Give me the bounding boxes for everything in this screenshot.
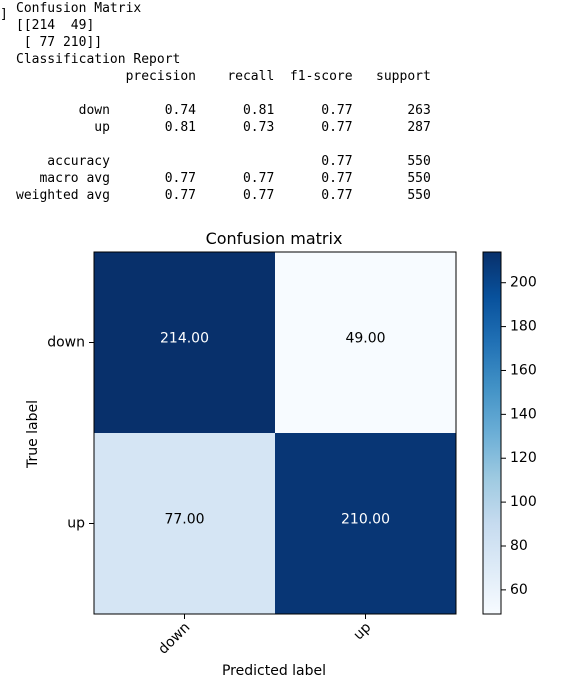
plot-frame — [93, 251, 457, 615]
heatmap-cells — [94, 252, 456, 614]
stdout-line: macro avg 0.77 0.77 0.77 550 — [16, 171, 431, 186]
cell-value-label: 49.00 — [345, 331, 385, 347]
stdout-line: precision recall f1-score support — [16, 69, 431, 84]
colorbar-tick-label: 140 — [510, 406, 537, 422]
y-axis-label: True label — [25, 400, 41, 469]
cell-value-label: 214.00 — [160, 331, 209, 347]
stdout-line: up 0.81 0.73 0.77 287 — [16, 120, 431, 135]
heatmap-cell — [94, 252, 275, 433]
x-tick-label: down — [155, 620, 193, 658]
colorbar-tick-label: 60 — [510, 582, 528, 598]
colorbar-tick-label: 120 — [510, 450, 537, 466]
colorbar-ticks: 60 80 100 120 140 160 180 200 — [501, 275, 537, 598]
stdout-line: down 0.74 0.81 0.77 263 — [16, 103, 431, 118]
heatmap-cell-labels: 214.00 49.00 77.00 210.00 — [160, 331, 390, 528]
x-axis-label: Predicted label — [222, 663, 326, 677]
stdout-line: Classification Report — [16, 52, 181, 67]
stdout-line: [ 77 210]] — [16, 35, 103, 50]
chart-title: Confusion matrix — [206, 229, 343, 248]
stdout-text: Confusion Matrix [[214 49] [ 77 210]] Cl… — [16, 0, 431, 204]
heatmap-cell — [275, 433, 456, 614]
stdout-line: weighted avg 0.77 0.77 0.77 550 — [16, 188, 431, 203]
colorbar-tick-label: 200 — [510, 275, 537, 291]
x-axis-ticks: down up — [155, 614, 374, 658]
cell-value-label: 210.00 — [341, 512, 390, 528]
cell-value-label: 77.00 — [164, 512, 204, 528]
colorbar-tick-label: 160 — [510, 362, 537, 378]
heatmap-cell — [275, 252, 456, 433]
stdout-line: [[214 49] — [16, 18, 95, 33]
colorbar-tick-label: 80 — [510, 538, 528, 554]
output-prompt-marker: ] — [0, 7, 8, 22]
colorbar-tick-label: 100 — [510, 494, 537, 510]
colorbar — [482, 251, 502, 615]
y-tick-label: down — [47, 335, 85, 351]
y-tick-label: up — [67, 516, 85, 532]
heatmap-cell — [94, 433, 275, 614]
stdout-line: accuracy 0.77 550 — [16, 154, 431, 169]
stdout-line: Confusion Matrix — [16, 1, 142, 16]
y-axis-ticks: down up — [47, 335, 94, 532]
colorbar-tick-label: 180 — [510, 319, 537, 335]
x-tick-label: up — [350, 619, 374, 643]
